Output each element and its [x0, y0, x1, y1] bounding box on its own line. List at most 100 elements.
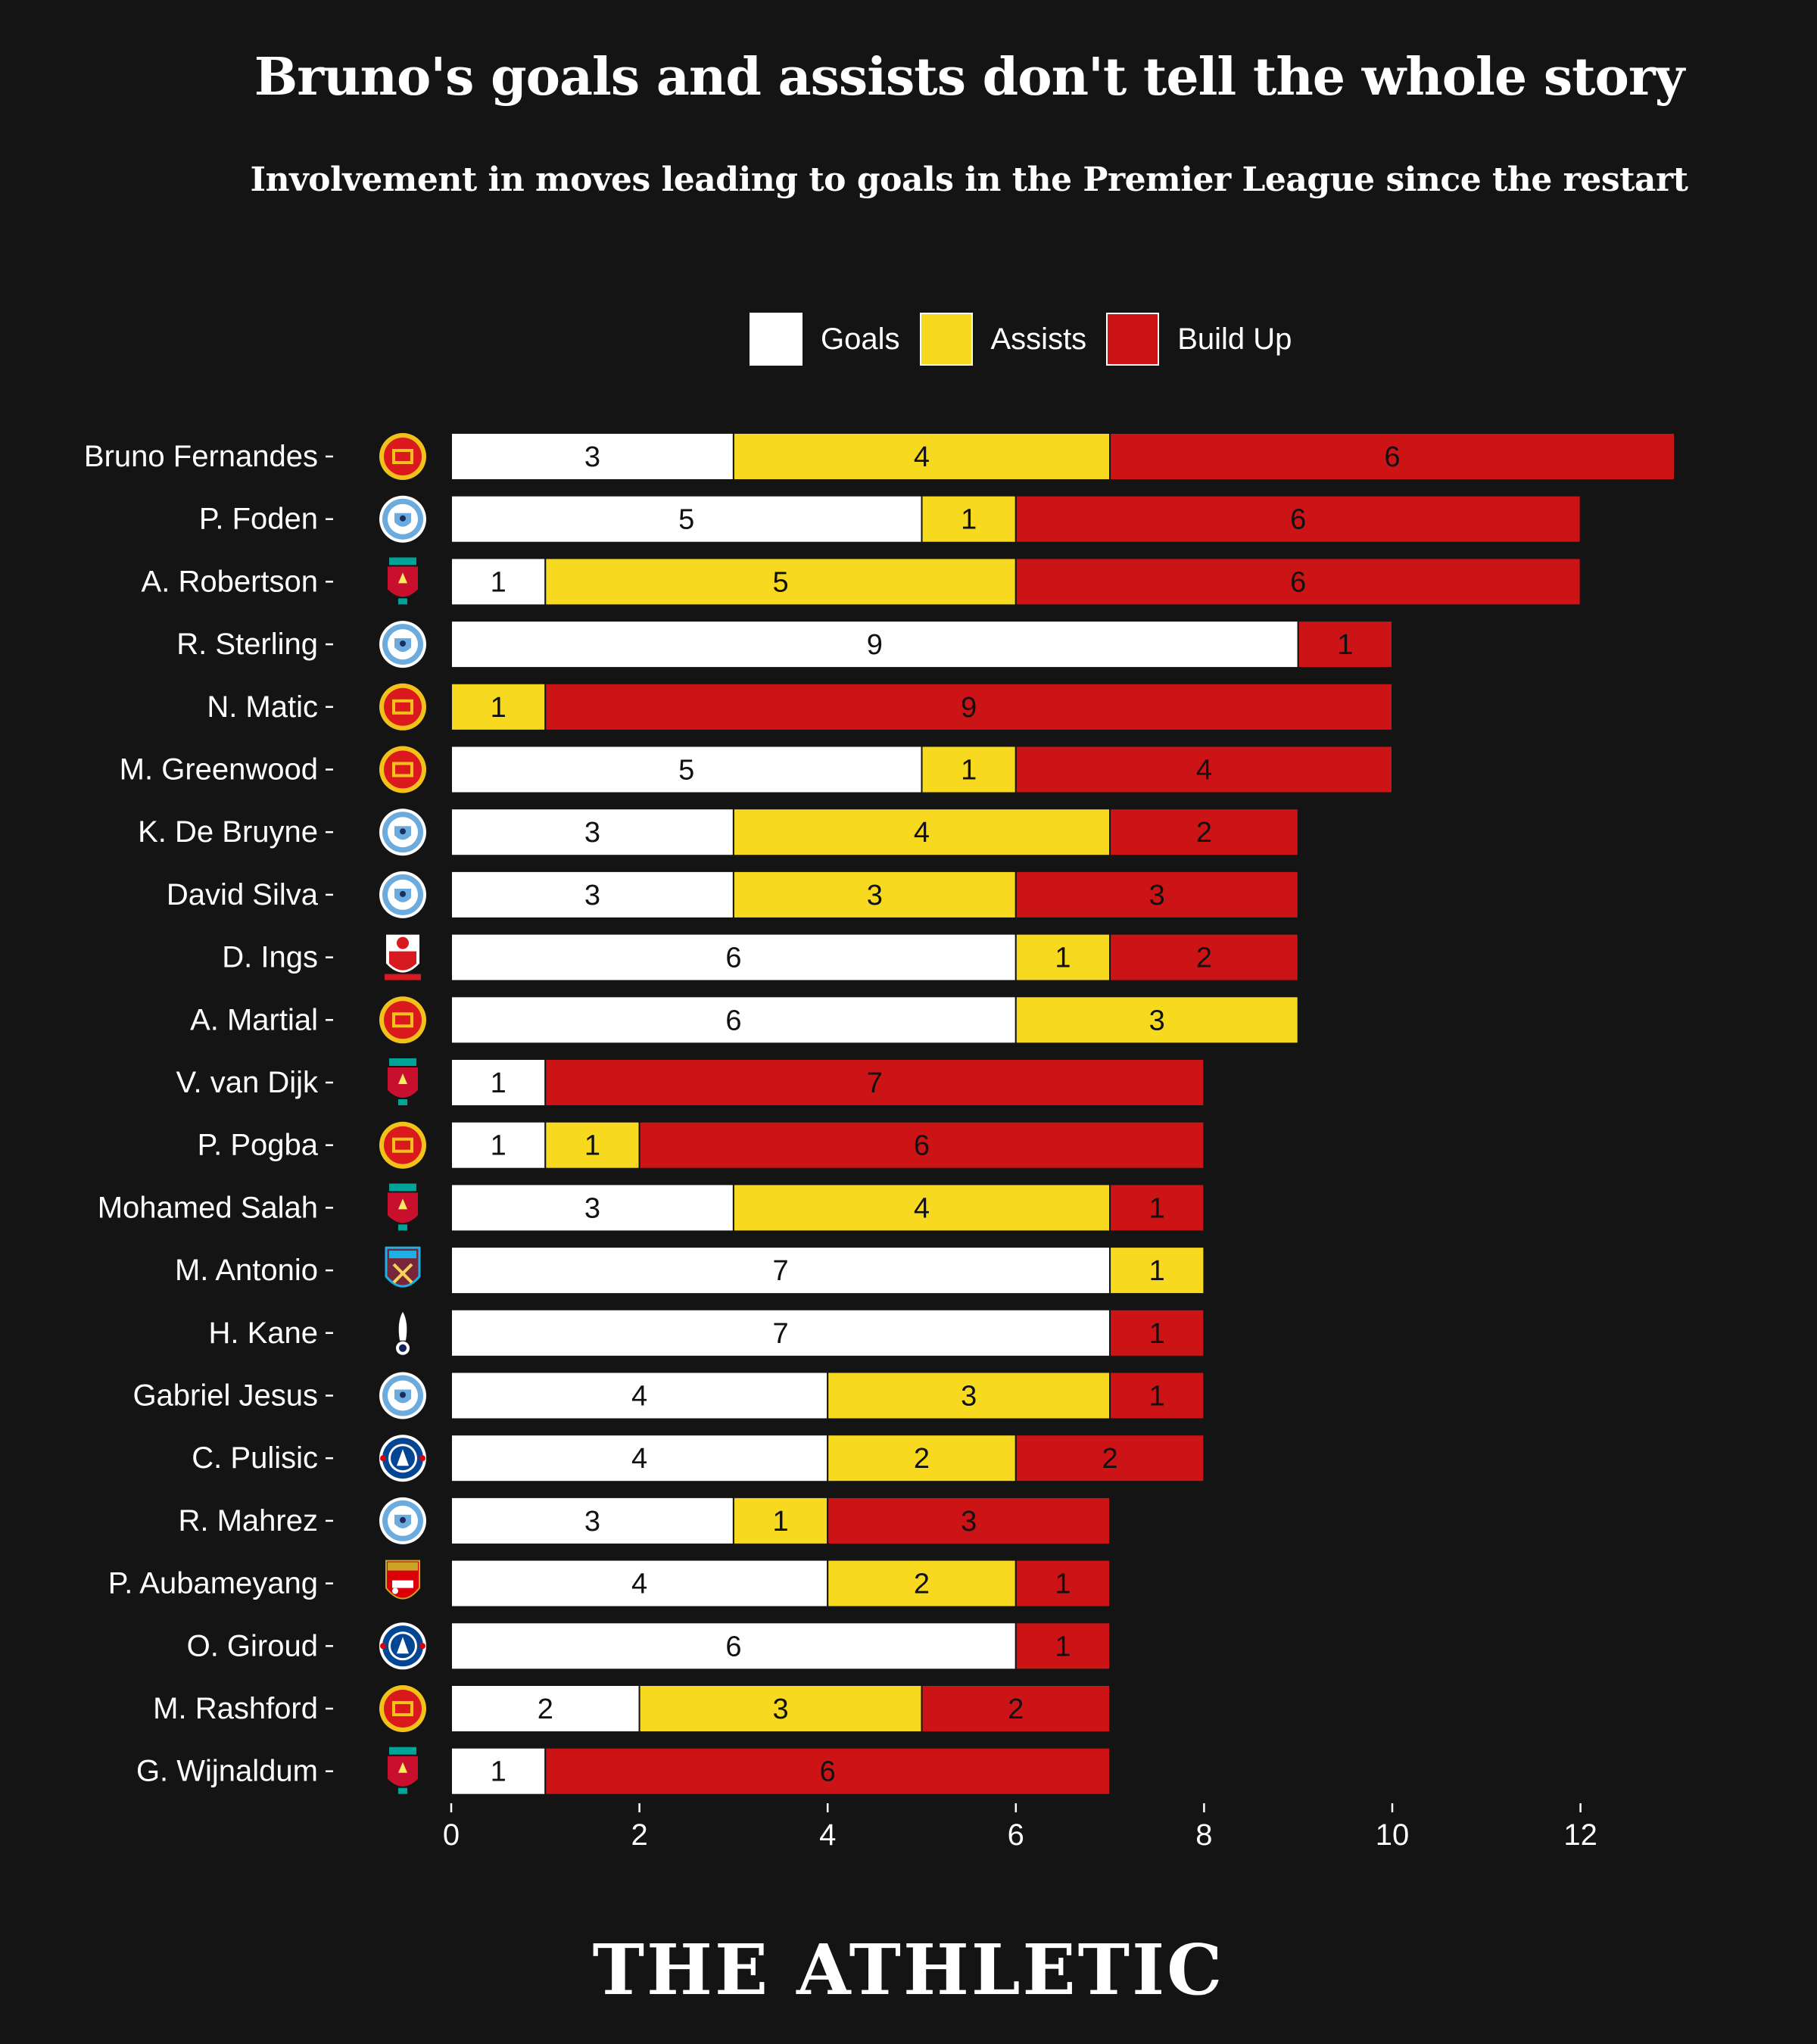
player-label-p-foden: P. Foden	[199, 503, 318, 536]
bar-value-goals-m-greenwood: 5	[678, 755, 694, 787]
bar-assists-p-aubameyang	[827, 1559, 1017, 1608]
legend-swatch-goals	[750, 313, 803, 366]
legend-item-goals: Goals	[750, 313, 900, 366]
x-tick-label-0: 0	[443, 1818, 460, 1852]
player-label-c-pulisic: C. Pulisic	[192, 1441, 318, 1475]
bar-build-up-bruno-fernandes	[1109, 432, 1675, 481]
manchester-city-crest-icon	[379, 1372, 426, 1419]
manchester-united-crest-icon	[379, 746, 426, 793]
bar-value-build-up-c-pulisic: 2	[1102, 1443, 1118, 1475]
bar-assists-m-antonio	[1109, 1246, 1205, 1295]
bar-value-build-up-p-pogba: 6	[914, 1130, 930, 1162]
arsenal-crest-icon	[385, 1559, 420, 1600]
bar-assists-r-mahrez	[732, 1496, 829, 1545]
west-ham-crest-icon	[385, 1246, 421, 1288]
bar-value-build-up-d-ings: 2	[1196, 943, 1212, 974]
bar-value-assists-gabriel-jesus: 3	[961, 1381, 977, 1413]
player-label-m-rashford: M. Rashford	[153, 1692, 318, 1725]
bar-build-up-h-kane	[1109, 1308, 1205, 1357]
player-label-v-van-dijk: V. van Dijk	[176, 1066, 319, 1099]
player-label-mohamed-salah: Mohamed Salah	[98, 1191, 318, 1224]
bar-build-up-david-silva	[1014, 870, 1299, 919]
stacked-bar-chart: Bruno Fernandes 3 4 6 P. Foden 5 1 6 A. Robertso…	[84, 432, 1675, 1852]
bar-value-goals-k-de-bruyne: 3	[584, 817, 600, 849]
bar-value-build-up-mohamed-salah: 1	[1149, 1192, 1165, 1224]
manchester-city-crest-icon	[379, 621, 426, 668]
bar-value-build-up-o-giroud: 1	[1055, 1631, 1071, 1662]
bar-goals-r-mahrez	[450, 1496, 734, 1545]
bar-value-goals-m-antonio: 7	[772, 1255, 788, 1287]
bar-value-goals-h-kane: 7	[772, 1318, 788, 1350]
player-label-p-aubameyang: P. Aubameyang	[108, 1567, 318, 1600]
bar-build-up-c-pulisic	[1014, 1434, 1205, 1483]
bar-value-goals-d-ings: 6	[725, 943, 741, 974]
bar-value-build-up-p-foden: 6	[1290, 504, 1306, 536]
bar-value-assists-bruno-fernandes: 4	[914, 441, 930, 473]
bar-goals-a-robertson	[450, 557, 547, 606]
bar-build-up-g-wijnaldum	[544, 1746, 1111, 1796]
bar-value-goals-c-pulisic: 4	[631, 1443, 647, 1475]
x-tick-label-8: 8	[1195, 1818, 1212, 1852]
player-label-a-martial: A. Martial	[190, 1003, 318, 1036]
bar-value-build-up-gabriel-jesus: 1	[1149, 1381, 1165, 1413]
legend-label-build-up: Build Up	[1177, 322, 1292, 356]
chart-legend: Goals Assists Build Up	[750, 312, 1311, 366]
x-tick-label-6: 6	[1008, 1818, 1024, 1852]
bar-value-assists-k-de-bruyne: 4	[914, 817, 930, 849]
bar-build-up-n-matic	[544, 682, 1393, 731]
bar-assists-n-matic	[450, 682, 547, 731]
bar-assists-a-martial	[1014, 996, 1299, 1045]
bar-assists-d-ings	[1014, 933, 1111, 982]
bar-build-up-k-de-bruyne	[1109, 808, 1299, 857]
player-label-o-giroud: O. Giroud	[187, 1629, 318, 1662]
bar-value-build-up-m-greenwood: 4	[1196, 755, 1212, 787]
bar-assists-gabriel-jesus	[827, 1371, 1111, 1420]
bar-goals-mohamed-salah	[450, 1183, 734, 1232]
player-label-d-ings: D. Ings	[222, 941, 318, 974]
manchester-united-crest-icon	[379, 433, 426, 480]
bar-value-build-up-g-wijnaldum: 6	[820, 1756, 836, 1788]
bar-value-build-up-bruno-fernandes: 6	[1384, 441, 1400, 473]
the-athletic-logo: THE ATHLETIC	[592, 1929, 1225, 2011]
bar-build-up-m-greenwood	[1014, 745, 1394, 794]
manchester-city-crest-icon	[379, 871, 426, 918]
bar-value-build-up-m-rashford: 2	[1008, 1693, 1024, 1725]
x-tick-label-12: 12	[1563, 1818, 1597, 1852]
bar-value-goals-a-martial: 6	[725, 1005, 741, 1036]
bar-value-build-up-n-matic: 9	[961, 692, 977, 724]
bar-build-up-v-van-dijk	[544, 1058, 1205, 1107]
bar-value-assists-mohamed-salah: 4	[914, 1192, 930, 1224]
bar-value-assists-p-foden: 1	[961, 504, 977, 536]
bar-goals-bruno-fernandes	[450, 432, 734, 481]
bar-goals-h-kane	[450, 1308, 1111, 1357]
bar-value-assists-r-mahrez: 1	[772, 1506, 788, 1538]
bar-build-up-gabriel-jesus	[1109, 1371, 1205, 1420]
bar-value-goals-v-van-dijk: 1	[491, 1067, 506, 1099]
bar-value-build-up-r-mahrez: 3	[961, 1506, 977, 1538]
bar-assists-p-foden	[921, 494, 1017, 544]
liverpool-crest-icon	[388, 557, 418, 605]
bar-value-build-up-v-van-dijk: 7	[867, 1067, 883, 1099]
player-label-m-antonio: M. Antonio	[175, 1254, 318, 1287]
bar-assists-bruno-fernandes	[732, 432, 1111, 481]
bar-goals-m-greenwood	[450, 745, 923, 794]
bar-value-goals-gabriel-jesus: 4	[631, 1381, 647, 1413]
player-label-k-de-bruyne: K. De Bruyne	[138, 815, 318, 849]
bar-value-build-up-k-de-bruyne: 2	[1196, 817, 1212, 849]
tottenham-crest-icon	[396, 1311, 410, 1355]
bar-build-up-r-sterling	[1297, 620, 1393, 669]
bar-build-up-o-giroud	[1014, 1622, 1111, 1671]
player-label-bruno-fernandes: Bruno Fernandes	[84, 440, 318, 473]
player-label-a-robertson: A. Robertson	[142, 565, 318, 598]
player-label-n-matic: N. Matic	[207, 690, 318, 724]
bar-value-assists-c-pulisic: 2	[914, 1443, 930, 1475]
x-tick-label-10: 10	[1376, 1818, 1410, 1852]
manchester-city-crest-icon	[379, 1497, 426, 1544]
player-label-r-sterling: R. Sterling	[176, 628, 318, 661]
bar-goals-p-foden	[450, 494, 923, 544]
player-label-h-kane: H. Kane	[208, 1316, 318, 1350]
bar-value-goals-g-wijnaldum: 1	[491, 1756, 506, 1788]
bar-goals-m-rashford	[450, 1684, 640, 1733]
bar-value-goals-m-rashford: 2	[538, 1693, 553, 1725]
player-label-m-greenwood: M. Greenwood	[120, 753, 318, 787]
